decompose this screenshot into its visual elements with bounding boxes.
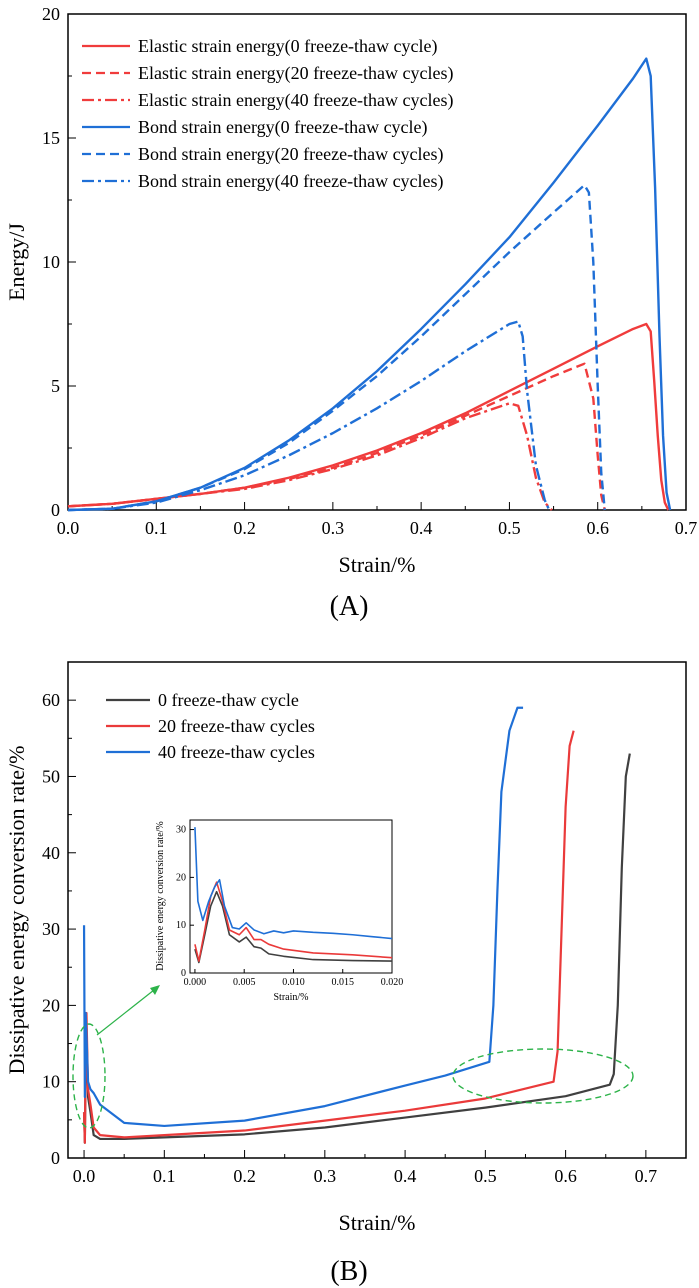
x-tick-label: 0.1	[153, 1166, 176, 1186]
panel-b-ticks: 0.0 0.1 0.2 0.3 0.4 0.5 0.6 0.7 0 10 20 30 40 50 60	[42, 690, 657, 1186]
x-tick-label: 0.000	[184, 977, 207, 988]
x-tick-label: 0.5	[474, 1166, 497, 1186]
legend-label-3: Elastic strain energy(40 freeze-thaw cyc…	[138, 90, 454, 111]
zoom-region-ellipse-right	[452, 1048, 634, 1104]
zoom-arrow	[96, 985, 160, 1036]
series-line-4	[67, 57, 672, 512]
panel-a-legend: Elastic strain energy(0 freeze-thaw cycl…	[82, 36, 454, 192]
series-line-3	[194, 827, 393, 940]
x-tick-label: 0.7	[675, 518, 698, 538]
x-tick-label: 0.3	[314, 1166, 337, 1186]
panel-a-x-axis-label: Strain/%	[339, 552, 416, 577]
zoom-region-ellipse-left	[72, 1023, 106, 1129]
y-tick-label: 10	[42, 252, 60, 272]
legend-label-2: Elastic strain energy(20 freeze-thaw cyc…	[138, 63, 454, 84]
y-tick-label: 0	[51, 1148, 60, 1168]
x-tick-label: 0.1	[145, 518, 168, 538]
series-line-6	[67, 320, 551, 512]
panel-a-ticks: 0.0 0.1 0.2 0.3 0.4 0.5 0.6 0.7 0 5 10 15 20	[42, 4, 697, 538]
x-tick-label: 0.010	[282, 977, 305, 988]
inset-y-axis-label: Dissipative energy conversion rate/%	[155, 821, 166, 971]
panel-b-plot-frame	[67, 661, 687, 1159]
y-tick-label: 40	[42, 843, 60, 863]
x-tick-label: 0.3	[322, 518, 345, 538]
legend-label-3: 40 freeze-thaw cycles	[158, 742, 315, 762]
panel-b-label: (B)	[330, 1256, 367, 1287]
series-line-2	[194, 881, 393, 962]
inset-plot-frame	[189, 819, 393, 974]
x-tick-label: 0.5	[498, 518, 521, 538]
panel-b-chart: 0.0 0.1 0.2 0.3 0.4 0.5 0.6 0.7 0 10 20 30 40 50 60 0 …	[4, 661, 687, 1287]
y-tick-label: 0	[181, 968, 186, 979]
y-tick-label: 60	[42, 690, 60, 710]
y-tick-label: 30	[42, 919, 60, 939]
legend-label-6: Bond strain energy(40 freeze-thaw cycles…	[138, 171, 444, 192]
series-line-3	[67, 402, 553, 511]
x-tick-label: 0.6	[554, 1166, 577, 1186]
legend-label-2: 20 freeze-thaw cycles	[158, 716, 315, 736]
panel-a-chart: 0.0 0.1 0.2 0.3 0.4 0.5 0.6 0.7 0 5 10 15 20 Elastic…	[4, 4, 697, 622]
legend-label-4: Bond strain energy(0 freeze-thaw cycle)	[138, 117, 428, 138]
panel-b-x-axis-label: Strain/%	[339, 1210, 416, 1235]
y-tick-label: 5	[51, 376, 60, 396]
x-tick-label: 0.015	[331, 977, 354, 988]
y-tick-label: 0	[51, 500, 60, 520]
x-tick-label: 0.6	[586, 518, 609, 538]
y-tick-label: 30	[176, 825, 186, 836]
series-line-5	[67, 183, 606, 512]
legend-label-1: 0 freeze-thaw cycle	[158, 690, 299, 710]
y-tick-label: 10	[42, 1072, 60, 1092]
panel-a-y-axis-label: Energy/J	[4, 223, 29, 301]
series-line-2	[67, 362, 606, 511]
panel-a-label: (A)	[330, 591, 369, 622]
inset-chart: 0.000 0.005 0.010 0.015 0.020 0 10 20 30 Strain/…	[155, 819, 403, 1003]
x-tick-label: 0.2	[233, 1166, 256, 1186]
x-tick-label: 0.4	[394, 1166, 417, 1186]
inset-x-axis-label: Strain/%	[274, 992, 309, 1003]
series-line-3	[82, 706, 524, 1128]
series-line-1	[194, 890, 393, 964]
x-tick-label: 0.005	[233, 977, 256, 988]
series-line-1	[67, 322, 670, 511]
panel-a-series	[67, 57, 672, 512]
x-tick-label: 0.0	[57, 518, 80, 538]
legend-label-1: Elastic strain energy(0 freeze-thaw cycl…	[138, 36, 438, 57]
y-tick-label: 15	[42, 128, 60, 148]
x-tick-label: 0.4	[410, 518, 433, 538]
panel-b-y-axis-label: Dissipative energy conversion rate/%	[4, 746, 29, 1075]
x-tick-label: 0.7	[635, 1166, 658, 1186]
legend-label-5: Bond strain energy(20 freeze-thaw cycles…	[138, 144, 444, 165]
y-tick-label: 20	[42, 995, 60, 1015]
x-tick-label: 0.020	[381, 977, 404, 988]
y-tick-label: 20	[176, 872, 186, 883]
x-tick-label: 0.2	[233, 518, 256, 538]
y-tick-label: 20	[42, 4, 60, 24]
inset-ticks: 0.000 0.005 0.010 0.015 0.020 0 10 20 30	[176, 825, 403, 988]
y-tick-label: 10	[176, 920, 186, 931]
panel-b-series	[82, 706, 631, 1144]
inset-series	[194, 827, 393, 964]
y-tick-label: 50	[42, 766, 60, 786]
panel-b-legend: 0 freeze-thaw cycle 20 freeze-thaw cycles…	[106, 690, 315, 762]
x-tick-label: 0.0	[73, 1166, 96, 1186]
